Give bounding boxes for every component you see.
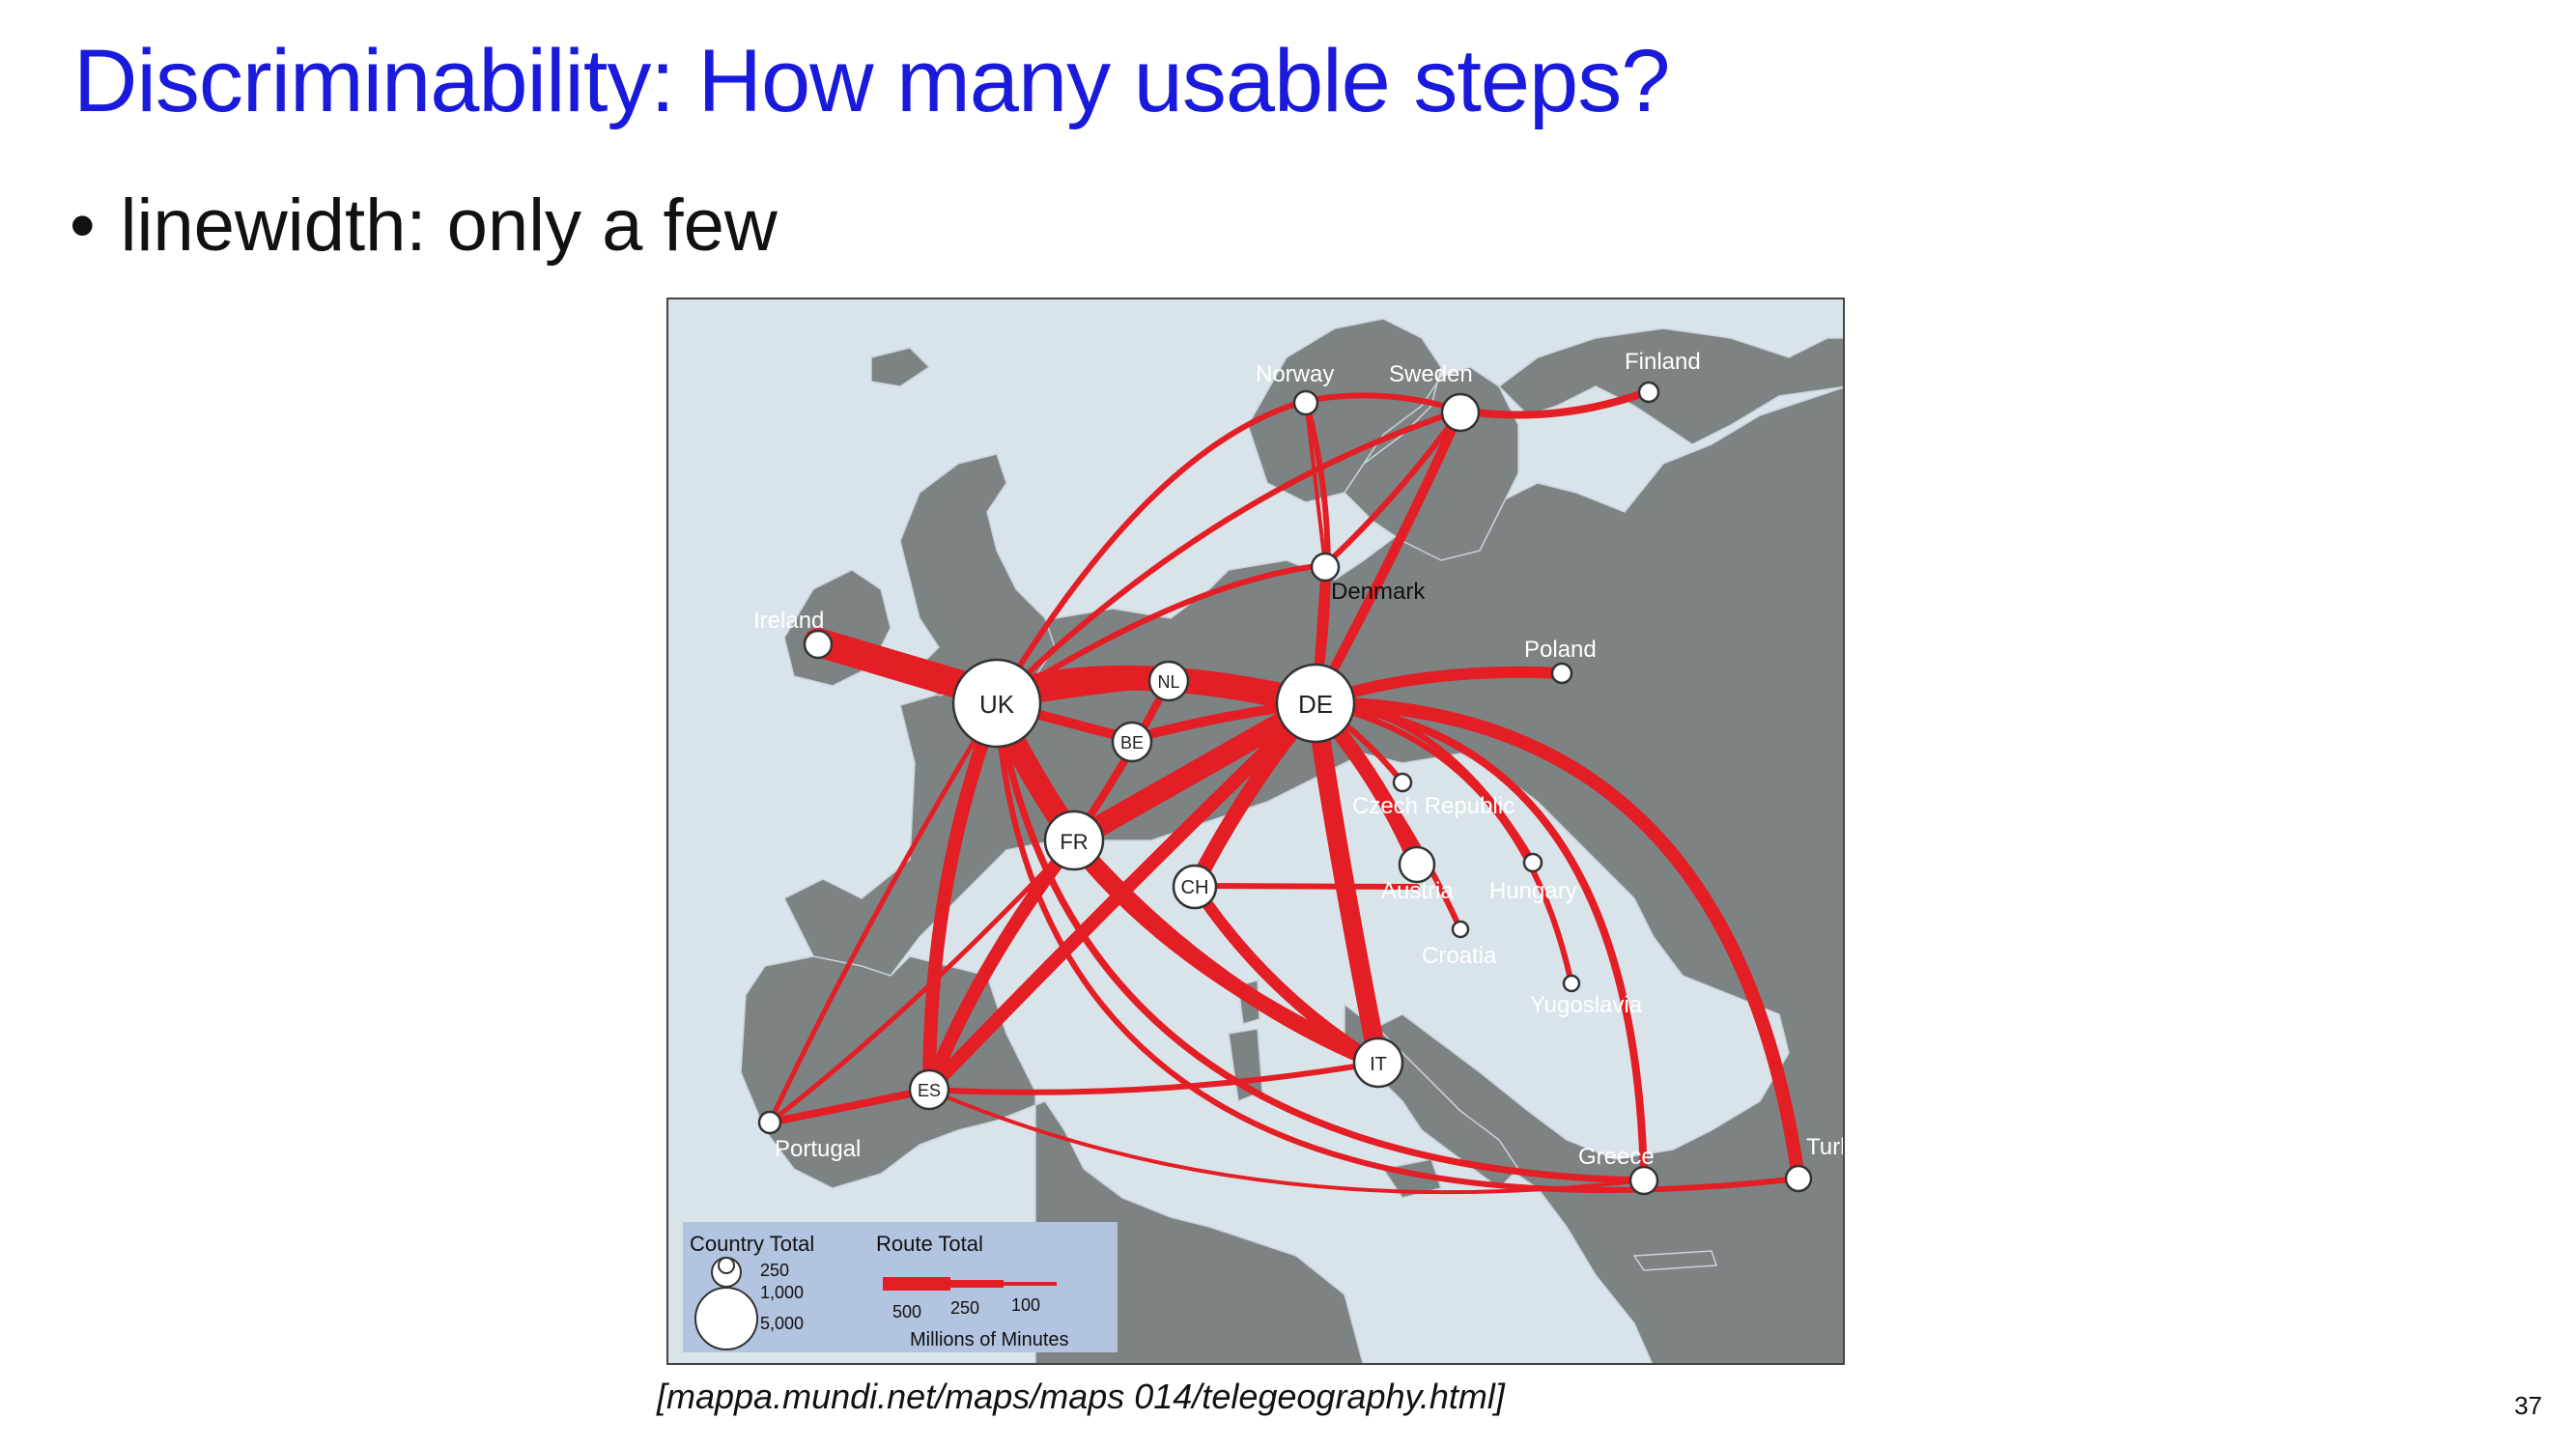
label-greece: Greece (1578, 1144, 1655, 1170)
label-finland: Finland (1625, 349, 1701, 375)
legend-route-value-2: 250 (950, 1298, 979, 1318)
route-de-greece (1312, 699, 1648, 1184)
node-yugoslavia (1562, 974, 1581, 993)
slide-page-number: 37 (2514, 1391, 2542, 1420)
route-de-es (922, 696, 1322, 1096)
legend-units: Millions of Minutes (910, 1329, 1069, 1350)
legend-country-value-3: 5,000 (760, 1314, 804, 1333)
route-ch-austria (1192, 883, 1420, 890)
node-portugal (757, 1110, 782, 1135)
bullet-text: linewidth: only a few (120, 185, 778, 267)
node-norway (1292, 389, 1319, 416)
legend-route-bar-100 (1004, 1282, 1057, 1286)
legend-country-value-2: 1,000 (760, 1283, 804, 1302)
node-codes: UK DE FR NL BE CH IT ES (918, 672, 1387, 1100)
route-uk-it (989, 696, 1386, 1070)
route-uk-greece (993, 699, 1648, 1184)
country-labels: Norway Sweden Finland Denmark Ireland Po… (753, 349, 1845, 1170)
node-finland (1637, 381, 1660, 404)
map-legend: Country Total 250 1,000 5,000 Route Tota… (683, 1222, 1118, 1352)
route-uk-sweden (994, 408, 1463, 706)
route-de-sweden (1311, 406, 1465, 708)
node-croatia (1451, 920, 1470, 939)
label-croatia: Croatia (1422, 943, 1497, 969)
node-austria (1398, 845, 1436, 884)
node-be (1111, 721, 1153, 763)
node-code-es: ES (918, 1081, 941, 1100)
node-fr (1043, 810, 1105, 871)
node-code-fr: FR (1060, 830, 1088, 854)
label-yugoslavia: Yugoslavia (1530, 992, 1643, 1018)
label-denmark: Denmark (1331, 579, 1426, 605)
route-norway-denmark (1304, 399, 1327, 567)
label-portugal: Portugal (775, 1136, 861, 1162)
label-austria: Austria (1381, 878, 1454, 904)
slide-title: Discriminability: How many usable steps? (73, 32, 1670, 130)
route-sweden-finland (1457, 387, 1653, 419)
route-uk-es (922, 696, 1004, 1096)
legend-circle-large (694, 1287, 758, 1350)
legend-country-title: Country Total (690, 1232, 814, 1256)
iceland-fragment (870, 347, 931, 387)
node-es (908, 1068, 950, 1111)
node-it (1352, 1037, 1404, 1089)
node-greece (1628, 1165, 1659, 1196)
node-uk (951, 658, 1042, 749)
country-nodes (757, 381, 1813, 1196)
node-denmark (1310, 552, 1341, 582)
node-code-de: DE (1298, 690, 1333, 719)
legend-route-bar-250 (950, 1280, 1004, 1288)
node-code-ch: CH (1181, 877, 1209, 898)
route-uk-portugal (767, 700, 1000, 1125)
legend-route-value-1: 500 (892, 1302, 921, 1321)
node-turkey (1784, 1164, 1813, 1193)
bullet-dot-icon: • (70, 185, 96, 267)
label-ireland: Ireland (753, 608, 824, 634)
route-de-turkey (1309, 696, 1805, 1185)
node-poland (1550, 662, 1573, 685)
label-poland: Poland (1524, 637, 1597, 663)
node-de (1275, 663, 1356, 744)
route-ch-it (1189, 880, 1384, 1068)
image-source-caption: [mappa.mundi.net/maps/maps 014/telegeogr… (657, 1377, 1505, 1416)
node-code-it: IT (1370, 1054, 1387, 1075)
node-ch (1172, 864, 1218, 910)
node-czech (1392, 772, 1413, 793)
legend-route-bar-500 (883, 1277, 950, 1291)
crete (1632, 1250, 1718, 1271)
node-code-uk: UK (979, 690, 1015, 719)
route-es-it (926, 1060, 1381, 1095)
node-ireland (803, 629, 834, 660)
legend-route-title: Route Total (876, 1232, 983, 1256)
label-sweden: Sweden (1389, 361, 1473, 387)
legend-country-value-1: 250 (760, 1261, 789, 1280)
node-sweden (1440, 392, 1481, 433)
node-code-be: BE (1120, 733, 1144, 753)
route-de-yugoslavia (1313, 700, 1574, 986)
label-norway: Norway (1256, 361, 1334, 387)
route-fr-portugal (767, 838, 1077, 1125)
legend-route-value-3: 100 (1011, 1295, 1040, 1315)
route-sweden-denmark (1322, 408, 1463, 568)
bullet-item: • linewidth: only a few (70, 184, 778, 268)
route-uk-turkey (994, 700, 1801, 1194)
route-uk-denmark (994, 562, 1328, 706)
label-turkey: Turkey (1806, 1134, 1845, 1160)
label-hungary: Hungary (1489, 878, 1577, 904)
label-czech: Czech Republic (1352, 793, 1514, 819)
legend-circle-small (718, 1257, 735, 1274)
node-hungary (1522, 852, 1543, 873)
route-uk-norway (994, 398, 1309, 706)
node-nl (1147, 660, 1190, 702)
node-code-nl: NL (1157, 672, 1179, 692)
britain (899, 453, 1056, 696)
telegeography-map: UK DE FR NL BE CH IT ES Norway Sweden Fi… (666, 298, 1845, 1365)
route-es-greece (927, 1088, 1646, 1195)
